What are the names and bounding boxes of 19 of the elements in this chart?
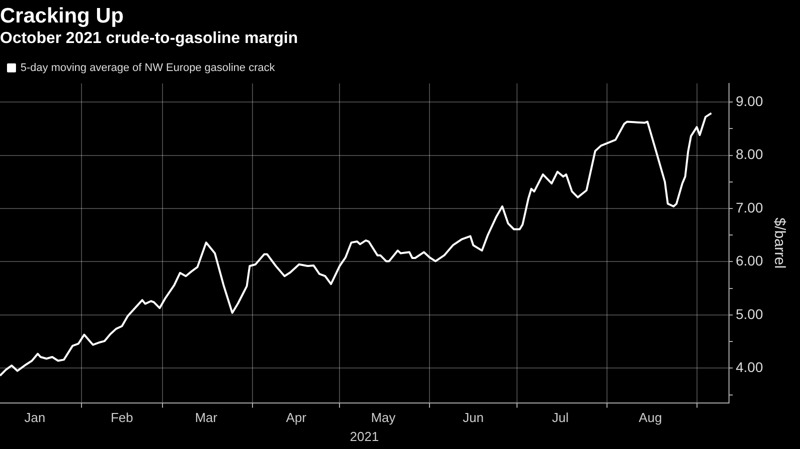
y-tick-label: 9.00 <box>736 92 764 109</box>
x-tick-label: Jul <box>552 410 569 426</box>
x-tick-label: Jun <box>462 410 484 426</box>
y-tick-label: 5.00 <box>736 306 764 322</box>
y-tick-label: 4.00 <box>736 359 764 376</box>
x-tick-label: Jan <box>24 410 46 426</box>
y-tick-label: 7.00 <box>736 199 764 216</box>
y-tick-label: 8.00 <box>736 146 764 162</box>
x-tick-label: May <box>370 410 396 426</box>
chart-title: Cracking Up <box>0 4 124 28</box>
x-axis-title: 2021 <box>350 428 379 444</box>
y-tick-label: 6.00 <box>736 252 764 269</box>
chart-subtitle: October 2021 crude-to-gasoline margin <box>0 30 298 48</box>
x-tick-label: Feb <box>110 410 134 426</box>
legend-label: 5-day moving average of NW Europe gasoline crack <box>20 62 276 74</box>
x-tick-label: Aug <box>638 410 662 426</box>
y-axis-title: $/barrel <box>770 218 788 269</box>
x-tick-label: Apr <box>286 410 307 426</box>
x-tick-label: Mar <box>194 410 218 426</box>
